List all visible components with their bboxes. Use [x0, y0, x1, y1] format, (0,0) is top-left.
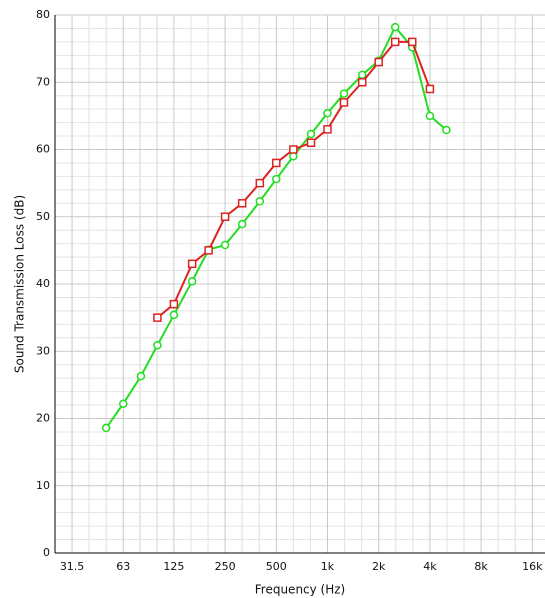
point	[237, 199, 247, 208]
point	[289, 145, 298, 154]
x-tick-label: 1k	[321, 560, 335, 573]
point	[339, 98, 349, 107]
point	[425, 84, 435, 94]
point	[169, 310, 179, 320]
y-tick-label: 20	[36, 412, 50, 425]
x-tick-label: 31.5	[60, 560, 85, 573]
x-tick-label: 4k	[423, 560, 437, 573]
point	[442, 125, 451, 135]
point	[255, 197, 265, 206]
y-tick-label: 30	[36, 344, 50, 357]
point	[425, 111, 435, 121]
point	[323, 125, 332, 134]
point	[272, 158, 281, 168]
y-tick-label: 10	[36, 479, 50, 492]
point	[306, 138, 316, 148]
point	[187, 259, 197, 269]
point	[220, 240, 230, 250]
x-tick-label: 250	[215, 560, 236, 573]
x-tick-label: 8k	[474, 560, 488, 573]
point	[272, 174, 281, 184]
point	[187, 277, 197, 286]
point	[374, 57, 383, 67]
point	[153, 340, 162, 350]
point	[390, 37, 400, 47]
point	[323, 108, 332, 118]
y-tick-label: 70	[36, 75, 50, 88]
point	[390, 22, 400, 32]
x-tick-label: 125	[163, 560, 184, 573]
x-tick-label: 63	[116, 560, 130, 573]
y-tick-label: 50	[36, 210, 50, 223]
point	[101, 423, 111, 433]
point	[220, 212, 230, 221]
y-tick-label: 60	[36, 143, 50, 156]
point	[357, 78, 367, 87]
x-tick-label: 2k	[372, 560, 386, 573]
point	[306, 129, 316, 139]
point	[204, 246, 213, 255]
point	[289, 151, 298, 161]
y-tick-label: 0	[43, 546, 50, 559]
point	[339, 89, 349, 98]
point	[237, 219, 247, 229]
point	[136, 371, 146, 381]
y-tick-label: 80	[36, 8, 50, 21]
y-axis-title: Sound Transmission Loss (dB)	[13, 195, 27, 373]
point	[153, 313, 162, 322]
point	[408, 37, 417, 47]
point	[119, 399, 128, 408]
point	[255, 178, 265, 188]
y-tick-label: 40	[36, 277, 50, 290]
point	[169, 299, 179, 309]
x-axis-title: Frequency (Hz)	[255, 583, 346, 597]
point	[357, 70, 367, 80]
x-tick-label: 500	[266, 560, 287, 573]
x-tick-label: 16k	[522, 560, 543, 573]
